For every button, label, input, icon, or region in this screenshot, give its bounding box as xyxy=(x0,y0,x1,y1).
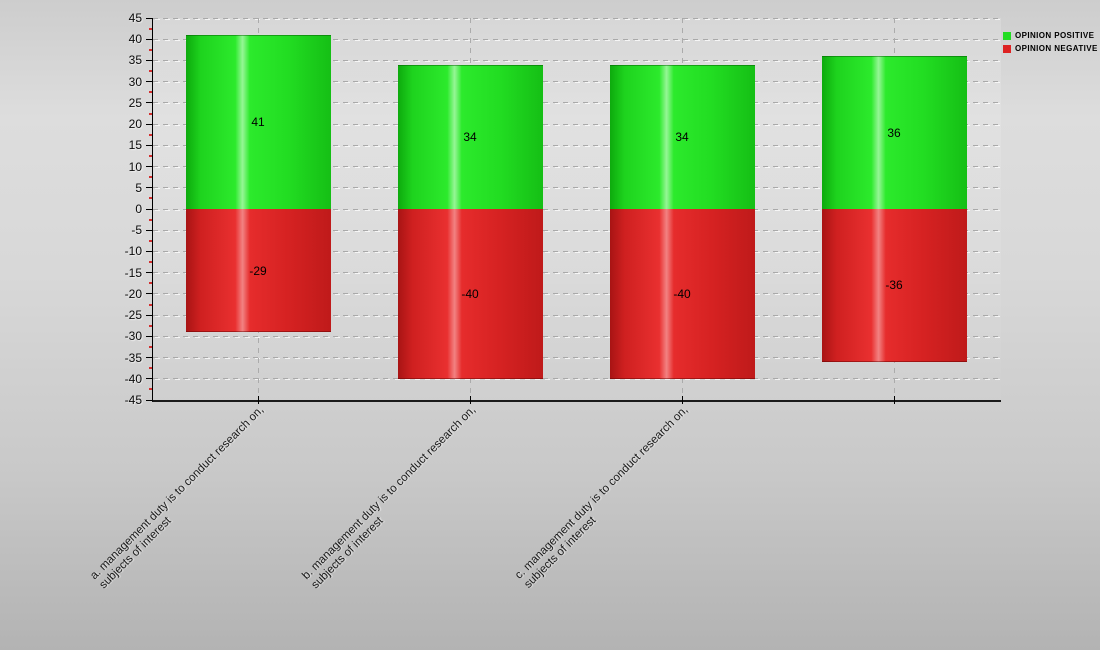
y-minor-tick xyxy=(149,218,152,221)
legend-label: OPINION POSITIVE xyxy=(1015,31,1095,40)
y-minor-tick xyxy=(149,345,152,348)
y-minor-tick xyxy=(149,154,152,157)
y-minor-tick xyxy=(149,261,152,264)
y-tick-label: -5 xyxy=(131,223,142,238)
bar-negative xyxy=(185,209,331,333)
y-major-tick xyxy=(146,272,152,274)
y-minor-tick xyxy=(149,324,152,327)
y-tick-label: 30 xyxy=(128,74,142,89)
x-category-label: c. management duty is to conduct researc… xyxy=(512,404,691,591)
y-major-tick xyxy=(146,293,152,295)
y-tick-label: -45 xyxy=(124,393,142,407)
y-major-tick xyxy=(146,102,152,104)
y-major-tick xyxy=(146,229,152,231)
x-tick xyxy=(257,396,259,404)
bar-positive xyxy=(609,64,755,209)
y-major-tick xyxy=(146,144,152,146)
y-tick-label: 20 xyxy=(128,117,142,132)
bar-positive xyxy=(397,64,543,209)
y-tick-label: 15 xyxy=(128,138,142,153)
y-tick-label: 0 xyxy=(135,202,142,216)
y-major-tick xyxy=(146,357,152,359)
y-minor-tick xyxy=(149,197,152,200)
y-major-tick xyxy=(146,250,152,252)
x-tick xyxy=(893,396,895,404)
y-tick-label: 25 xyxy=(128,95,142,110)
y-tick-label: 35 xyxy=(128,53,142,68)
y-major-tick xyxy=(146,187,152,189)
bar-negative xyxy=(821,209,967,362)
y-major-tick xyxy=(146,208,152,210)
y-minor-tick xyxy=(149,48,152,51)
legend-item: OPINION POSITIVE xyxy=(1003,31,1098,40)
y-minor-tick xyxy=(149,112,152,115)
bar-positive xyxy=(185,34,331,209)
y-minor-tick xyxy=(149,303,152,306)
bar-negative xyxy=(609,209,755,379)
y-major-tick xyxy=(146,59,152,61)
y-minor-tick xyxy=(149,367,152,370)
legend: OPINION POSITIVE OPINION NEGATIVE xyxy=(1003,31,1098,57)
y-tick-label: 5 xyxy=(135,180,142,195)
y-minor-tick xyxy=(149,70,152,73)
y-minor-tick xyxy=(149,133,152,136)
bar-negative xyxy=(397,209,543,379)
y-minor-tick xyxy=(149,91,152,94)
y-minor-tick xyxy=(149,282,152,285)
y-major-tick xyxy=(146,17,152,19)
y-tick-label: -20 xyxy=(124,286,142,301)
legend-swatch-negative xyxy=(1003,44,1011,53)
y-major-tick xyxy=(146,399,152,401)
y-tick-label: -35 xyxy=(124,350,142,365)
y-tick-label: 45 xyxy=(128,11,142,25)
y-major-tick xyxy=(146,378,152,380)
y-major-tick xyxy=(146,166,152,168)
x-tick xyxy=(681,396,683,404)
x-category-label: b. management duty is to conduct researc… xyxy=(300,404,479,592)
y-minor-tick xyxy=(149,239,152,242)
x-tick xyxy=(469,396,471,404)
y-minor-tick xyxy=(149,27,152,30)
legend-item: OPINION NEGATIVE xyxy=(1003,44,1098,53)
y-major-tick xyxy=(146,335,152,337)
y-minor-tick xyxy=(149,388,152,391)
y-tick-label: -15 xyxy=(124,265,142,280)
y-major-tick xyxy=(146,123,152,125)
legend-label: OPINION NEGATIVE xyxy=(1015,44,1098,53)
y-major-tick xyxy=(146,81,152,83)
bar-positive xyxy=(821,56,967,209)
y-tick-label: -25 xyxy=(124,308,142,323)
y-tick-label: -40 xyxy=(124,371,142,386)
legend-swatch-positive xyxy=(1003,31,1011,40)
y-tick-label: -30 xyxy=(124,329,142,344)
y-major-tick xyxy=(146,38,152,40)
y-minor-tick xyxy=(149,176,152,179)
y-tick-label: 10 xyxy=(128,159,142,174)
y-tick-label: -10 xyxy=(124,244,142,259)
x-category-label: a. management duty is to conduct researc… xyxy=(88,404,267,592)
y-tick-label: 40 xyxy=(128,32,142,47)
y-major-tick xyxy=(146,314,152,316)
